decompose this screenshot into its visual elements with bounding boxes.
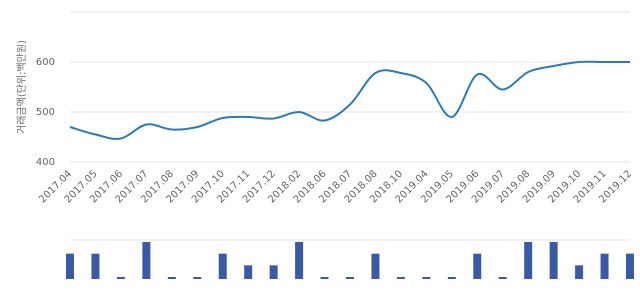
volume-bar: [66, 253, 74, 279]
volume-bar: [167, 277, 176, 279]
price-line: [69, 60, 630, 140]
volume-bar: [193, 277, 202, 279]
volume-bar: [346, 277, 354, 279]
y-axis-label: 거래금액(단위:백만원): [15, 40, 28, 134]
y-tick-label: 400: [36, 157, 55, 168]
volume-bar: [320, 277, 329, 279]
volume-bar: [549, 242, 558, 279]
volume-bar: [473, 253, 482, 279]
volume-bar: [396, 277, 405, 279]
y-tick-label: 600: [36, 57, 55, 68]
volume-bar: [600, 253, 609, 279]
volume-bar: [498, 277, 507, 279]
volume-bar: [422, 277, 431, 279]
volume-bar: [371, 253, 380, 279]
volume-bar: [447, 277, 456, 279]
volume-bar: [116, 277, 125, 279]
volume-bar: [218, 253, 227, 279]
volume-bar: [269, 265, 278, 279]
y-tick-label: 500: [36, 107, 55, 118]
volume-bar: [295, 242, 304, 279]
volume-bar: [244, 265, 253, 279]
volume-bar: [142, 242, 151, 279]
volume-bar: [626, 253, 634, 279]
volume-bar: [524, 242, 533, 279]
volume-bar: [91, 253, 100, 279]
volume-bar: [575, 265, 584, 279]
